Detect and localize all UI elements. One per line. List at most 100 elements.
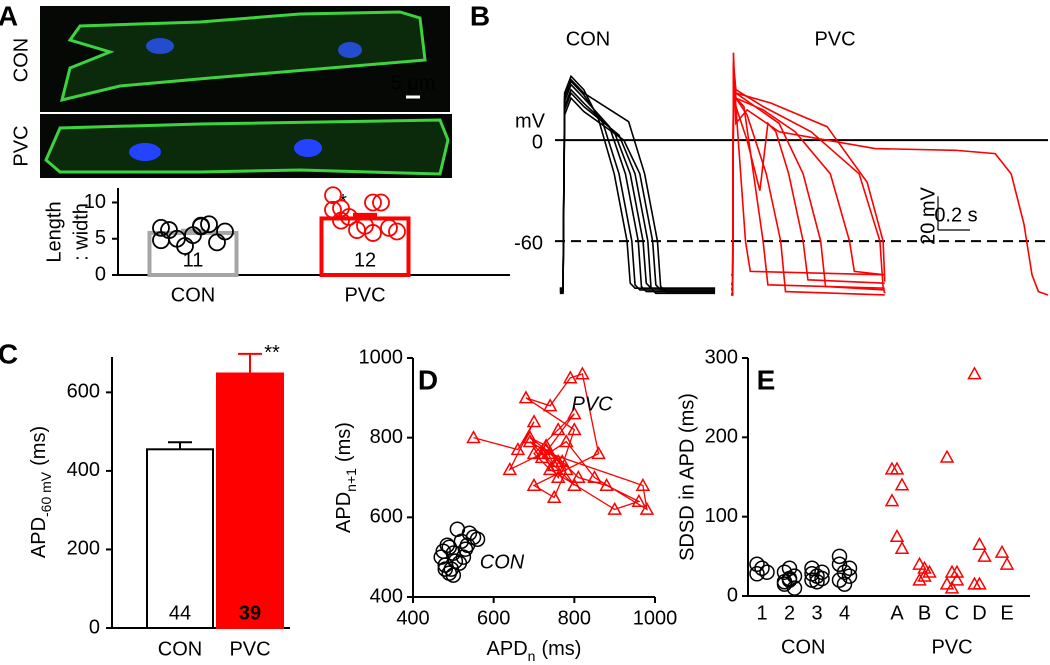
x-tick-label: CON <box>171 284 215 306</box>
x-tick-label: 2 <box>784 602 795 624</box>
x-tick-label: PVC <box>229 638 270 660</box>
label-sub: -60 mV <box>38 471 54 517</box>
point <box>372 193 390 212</box>
nucleus <box>338 42 362 58</box>
point <box>522 430 538 444</box>
panel-letter: C <box>0 338 18 369</box>
point <box>967 366 982 380</box>
series-label: CON <box>480 551 525 573</box>
y-axis-label: mV <box>515 110 546 132</box>
point <box>804 560 820 576</box>
y-tick-label: 200 <box>705 426 738 448</box>
point <box>635 477 651 492</box>
point <box>441 539 458 555</box>
y-tick-label: 300 <box>705 346 738 368</box>
y-tick-label: 100 <box>705 505 738 527</box>
nucleus <box>146 38 174 54</box>
point <box>814 570 830 587</box>
point <box>526 446 542 460</box>
bar <box>147 230 239 277</box>
point <box>437 561 454 577</box>
point <box>542 446 558 460</box>
point <box>526 477 542 492</box>
bar <box>146 448 214 629</box>
point <box>749 566 765 582</box>
point <box>364 224 382 242</box>
point <box>558 461 574 476</box>
point <box>526 414 542 428</box>
point <box>836 576 853 592</box>
y-tick-label: 400 <box>67 459 100 481</box>
x-tick-label: 1 <box>756 602 767 624</box>
label-main: APD <box>28 517 50 558</box>
scale-bar-label: 20 mV <box>917 186 939 244</box>
y-axis-label: SDSD in APD (ms) <box>676 393 698 561</box>
label-unit: (ms) <box>541 638 581 660</box>
trace <box>731 81 886 286</box>
point <box>466 430 481 444</box>
group-label: CON <box>781 636 825 658</box>
point <box>639 501 655 515</box>
point <box>567 422 582 436</box>
scale-label: 5 μm <box>391 72 436 94</box>
x-tick-label: CON <box>158 638 202 660</box>
point <box>443 561 460 577</box>
point <box>546 458 562 472</box>
point <box>922 564 937 578</box>
point <box>894 477 910 491</box>
group-label: PVC <box>931 636 972 658</box>
point <box>804 566 820 582</box>
point <box>939 576 955 590</box>
point <box>999 556 1015 570</box>
trace <box>559 78 716 293</box>
y-tick-label: 600 <box>67 381 100 403</box>
point <box>841 568 858 584</box>
label-main: APD <box>333 492 355 533</box>
y-tick-label: -60 <box>514 232 543 254</box>
series-label: CON <box>566 28 610 50</box>
trace <box>559 96 716 291</box>
point <box>587 469 602 484</box>
significance: * <box>339 191 347 213</box>
point <box>599 477 614 492</box>
point <box>972 536 987 550</box>
point <box>332 211 350 230</box>
point <box>152 218 170 237</box>
y-tick-label: 10 <box>84 191 106 213</box>
label-unit: (ms) <box>28 426 50 466</box>
point <box>759 564 775 580</box>
x-tick-label: C <box>945 602 959 624</box>
point <box>216 222 234 241</box>
series-label: PVC <box>814 28 855 50</box>
label-main: APD <box>487 638 528 660</box>
significance: ** <box>264 342 280 364</box>
point <box>917 560 932 574</box>
point <box>944 580 960 594</box>
y-tick-label: 0 <box>89 616 100 638</box>
point <box>364 193 382 212</box>
n-label: 12 <box>354 249 376 271</box>
point <box>814 564 830 580</box>
y-tick-label: 0 <box>95 263 106 285</box>
point <box>889 528 905 543</box>
point <box>550 469 566 484</box>
x-tick-label: D <box>972 602 986 624</box>
point <box>831 556 848 573</box>
y-axis-label: APD-60 mV (ms) <box>28 426 53 558</box>
point <box>912 572 927 586</box>
point <box>518 390 534 404</box>
point <box>522 434 538 448</box>
x-tick-label: 4 <box>839 602 850 624</box>
point <box>538 438 554 452</box>
point <box>538 442 554 456</box>
y-tick-label: 0 <box>727 584 738 606</box>
image-label: CON <box>10 38 32 82</box>
trace <box>731 52 1049 296</box>
point <box>607 501 622 515</box>
panel-letter: B <box>470 0 490 31</box>
panel-letter: D <box>418 364 438 395</box>
label-sub: n <box>528 648 536 664</box>
point <box>994 544 1010 558</box>
point <box>749 556 765 573</box>
